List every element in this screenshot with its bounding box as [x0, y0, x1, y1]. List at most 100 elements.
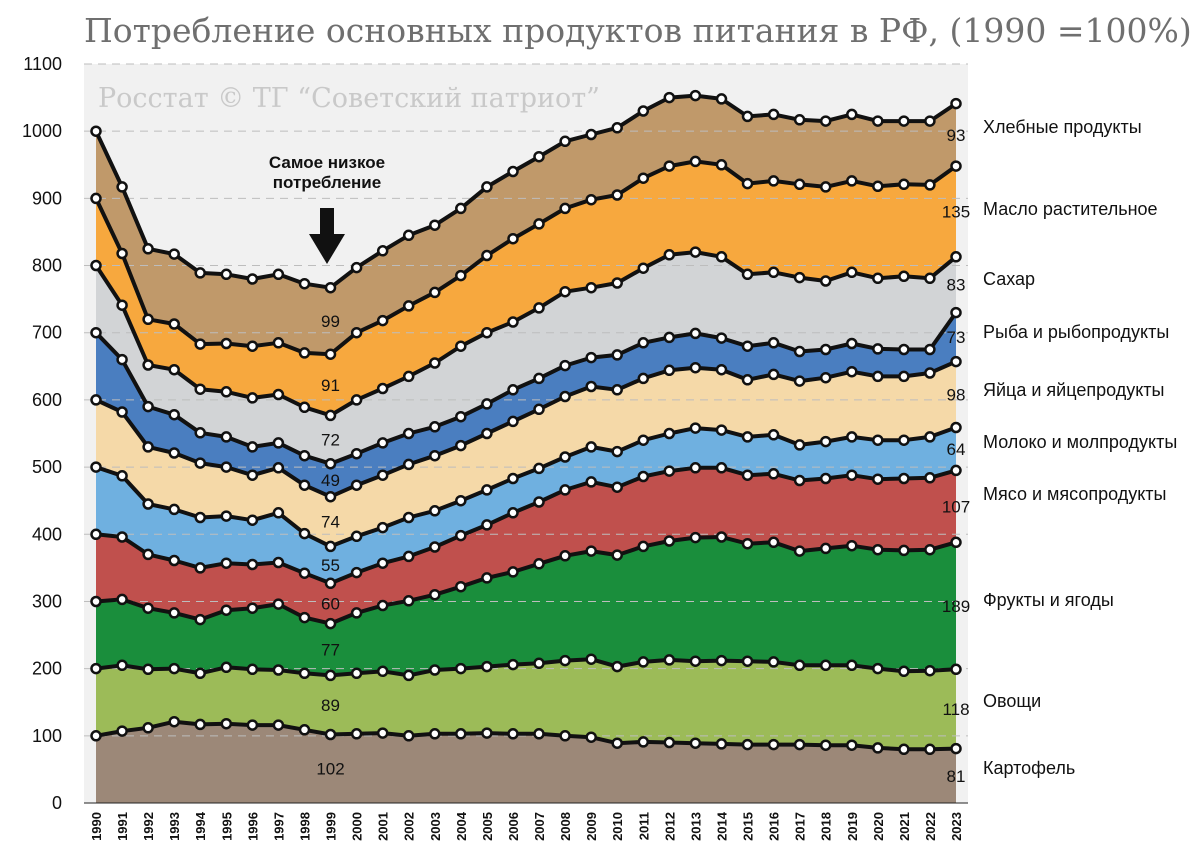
data-point — [142, 359, 154, 371]
data-point — [611, 122, 623, 134]
x-tick-label: 1993 — [167, 812, 182, 841]
data-point — [663, 465, 676, 477]
data-point — [924, 431, 936, 443]
data-point — [376, 382, 389, 395]
data-point — [846, 175, 858, 187]
data-point — [872, 343, 884, 355]
data-point — [819, 659, 832, 672]
x-tick-label: 1994 — [193, 811, 208, 841]
data-point — [950, 97, 962, 110]
data-point — [376, 599, 389, 612]
data-point — [507, 165, 519, 178]
data-point — [220, 557, 233, 569]
data-point — [898, 665, 910, 678]
data-point — [689, 361, 702, 374]
series-line-5 — [95, 359, 957, 499]
data-point — [324, 490, 337, 503]
data-point — [715, 159, 728, 171]
x-tick-label: 2002 — [402, 812, 417, 841]
data-point — [585, 545, 597, 557]
data-point — [429, 728, 441, 740]
data-point — [194, 613, 206, 626]
data-point — [872, 115, 884, 127]
data-point — [350, 447, 363, 460]
x-tick-label: 2020 — [871, 812, 886, 841]
data-point — [142, 602, 154, 614]
data-label: 60 — [321, 595, 340, 614]
data-point — [350, 479, 363, 491]
data-point — [533, 372, 545, 385]
data-point — [793, 271, 806, 284]
x-tick-label: 1997 — [271, 812, 286, 841]
data-point — [663, 535, 676, 547]
data-point — [663, 249, 676, 261]
data-point — [637, 262, 650, 274]
data-point — [741, 374, 754, 386]
data-point — [90, 259, 102, 272]
data-point — [715, 531, 728, 543]
data-point — [793, 178, 806, 191]
data-point — [819, 542, 832, 555]
data-point — [663, 160, 676, 172]
legend-entry: Яйца и яйцепродукты — [983, 380, 1165, 400]
data-point — [715, 93, 728, 105]
data-point — [898, 743, 910, 756]
data-label: 93 — [947, 126, 966, 145]
x-tick-label: 2009 — [584, 812, 599, 841]
data-point — [559, 654, 571, 667]
data-point — [324, 409, 337, 422]
x-tick-label: 2014 — [715, 811, 730, 841]
data-point — [324, 617, 337, 630]
data-point — [116, 353, 128, 366]
data-point — [689, 155, 702, 168]
data-point — [715, 738, 728, 750]
data-point — [872, 543, 884, 556]
data-point — [350, 261, 363, 274]
data-point — [507, 384, 519, 396]
data-point — [559, 451, 571, 463]
data-point — [898, 343, 910, 356]
data-point — [793, 738, 806, 751]
legend-entry: Картофель — [983, 758, 1075, 778]
data-point — [663, 331, 676, 344]
data-point — [611, 549, 623, 561]
data-point — [585, 731, 597, 743]
data-point — [898, 270, 910, 283]
data-point — [220, 386, 233, 398]
x-tick-label: 2008 — [558, 812, 573, 841]
data-point — [585, 351, 597, 364]
data-point — [142, 400, 154, 413]
data-point — [533, 218, 545, 230]
data-point — [324, 577, 337, 590]
data-label: 102 — [316, 760, 344, 779]
x-tick-label: 2012 — [662, 812, 677, 841]
data-point — [611, 384, 623, 396]
data-point — [819, 275, 832, 287]
data-point — [741, 268, 754, 281]
data-point — [194, 457, 206, 469]
data-point — [872, 434, 884, 446]
data-point — [168, 363, 180, 376]
data-point — [611, 277, 623, 289]
data-point — [689, 89, 702, 102]
data-point — [611, 660, 623, 673]
data-point — [559, 730, 571, 742]
data-point — [350, 566, 363, 579]
data-point — [272, 462, 285, 474]
data-labels: 102 81 89 118 77 189 60 107 55 64 74 98 49 73 72 83 91 13… — [316, 126, 970, 786]
data-point — [481, 660, 493, 673]
data-point — [637, 540, 650, 553]
data-label: 91 — [321, 376, 340, 395]
y-tick-label: 500 — [32, 457, 62, 477]
data-point — [116, 593, 128, 606]
data-point — [637, 172, 650, 184]
data-point — [715, 462, 728, 474]
data-point — [429, 421, 441, 433]
data-point — [741, 469, 754, 481]
x-tick-label: 2006 — [506, 812, 521, 841]
data-point — [872, 370, 884, 383]
x-tick-label: 2022 — [923, 812, 938, 841]
data-point — [116, 181, 128, 193]
data-point — [924, 343, 936, 356]
data-label: 189 — [942, 597, 970, 616]
